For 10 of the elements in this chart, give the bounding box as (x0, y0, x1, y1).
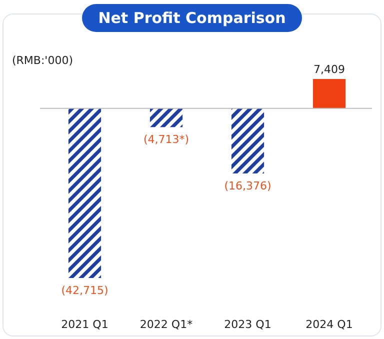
x-tick-label: 2022 Q1* (140, 318, 194, 331)
chart-title: Net Profit Comparison (98, 9, 286, 27)
data-label: (4,713*) (143, 133, 190, 146)
data-label: 7,409 (314, 63, 345, 76)
text: (RMB:'000) (12, 54, 73, 67)
data-label: (42,715) (61, 284, 108, 297)
x-tick-label: 2023 Q1 (224, 318, 272, 331)
x-tick-label: 2021 Q1 (61, 318, 108, 331)
x-tick-label: 2024 Q1 (306, 318, 353, 331)
data-label: (16,376) (224, 179, 272, 192)
